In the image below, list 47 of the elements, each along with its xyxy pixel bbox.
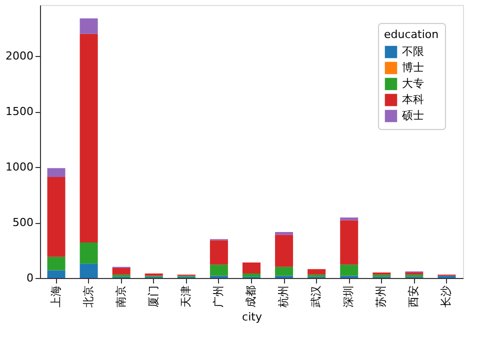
x-tick-label: 北京 xyxy=(82,286,95,308)
bar xyxy=(242,262,260,274)
x-tick-label: 杭州 xyxy=(277,286,290,308)
x-tick-label: 深圳 xyxy=(342,286,356,308)
bar xyxy=(275,234,294,267)
bar xyxy=(405,272,424,275)
bar xyxy=(372,272,391,275)
bar xyxy=(275,232,294,235)
bar xyxy=(80,242,98,264)
x-tick-label: 西安 xyxy=(407,286,420,308)
bar xyxy=(47,256,66,270)
bar xyxy=(340,218,358,220)
legend-label: 不限 xyxy=(402,45,424,58)
bar xyxy=(210,264,228,276)
bar xyxy=(340,264,358,276)
y-tick-label: 0 xyxy=(26,272,34,284)
legend-title: education xyxy=(384,28,439,41)
x-axis-title: city xyxy=(242,310,262,324)
y-tick-label: 500 xyxy=(12,216,34,230)
y-tick-label: 2000 xyxy=(6,50,34,63)
bar xyxy=(47,270,66,278)
bar xyxy=(210,240,228,265)
x-tick-label: 成都 xyxy=(244,286,258,308)
x-tick-label: 苏州 xyxy=(374,286,388,308)
y-tick-label: 1500 xyxy=(6,105,34,118)
bar xyxy=(80,18,98,34)
legend-label: 大专 xyxy=(402,77,424,90)
legend-label: 本科 xyxy=(402,93,424,106)
x-tick-label: 武汉 xyxy=(310,286,323,308)
legend-label: 硕士 xyxy=(401,109,424,122)
x-tick-label: 厦门 xyxy=(146,286,160,308)
x-tick-label: 上海 xyxy=(49,286,62,308)
bar xyxy=(47,177,66,257)
bar xyxy=(112,268,130,275)
bar xyxy=(47,168,66,178)
x-tick-label: 南京 xyxy=(114,286,128,308)
bar xyxy=(308,269,326,275)
bar xyxy=(242,274,260,277)
bar xyxy=(80,264,98,278)
x-tick-label: 长沙 xyxy=(440,286,453,308)
legend-label: 博士 xyxy=(402,61,424,74)
bar xyxy=(340,220,358,265)
bar xyxy=(80,34,98,242)
x-tick-label: 广州 xyxy=(212,286,225,308)
x-tick-label: 天津 xyxy=(179,286,192,308)
bar xyxy=(275,266,294,276)
y-tick-label: 1000 xyxy=(6,160,34,174)
